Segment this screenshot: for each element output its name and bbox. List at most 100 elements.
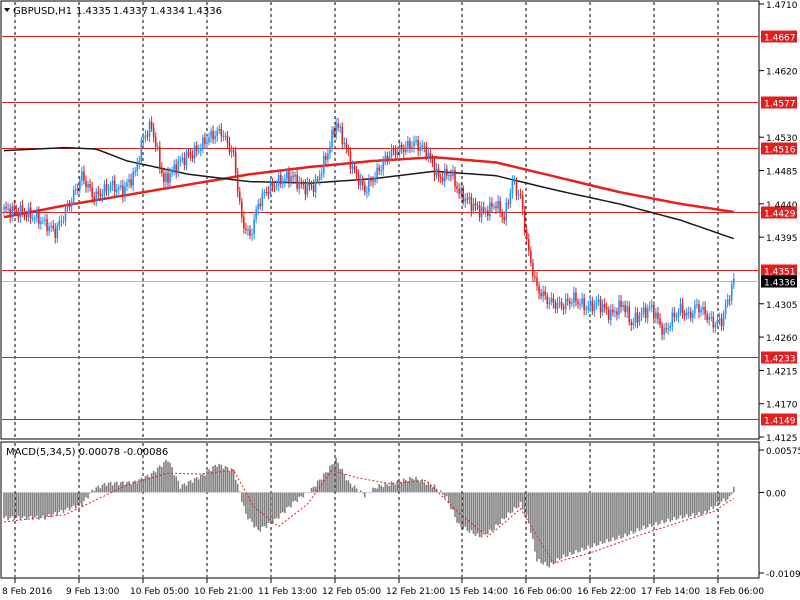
candle-body [558,302,561,304]
macd-bar [273,492,276,519]
candle-body [269,181,272,194]
candle-body [462,187,464,203]
macd-bar [148,477,151,493]
macd-bar [241,492,243,503]
symbol-dropdown-icon[interactable] [4,8,10,12]
candle-body [54,228,57,238]
macd-bar [113,482,116,493]
time-label: 9 Feb 13:00 [66,587,120,597]
macd-bar [417,479,419,493]
macd-bar [286,492,288,508]
candle-body [58,221,61,226]
candle-body [532,262,534,277]
macd-bar [48,492,50,515]
macd-bar [712,492,715,509]
candle-body [493,206,495,208]
macd-bar [603,492,606,543]
macd-bar [542,492,544,565]
macd-bar [136,483,139,493]
candle-body [470,196,473,211]
price-tick-label: 1.4170 [766,401,798,411]
candle-body [238,191,241,202]
candle-body [620,300,622,307]
candle-body [614,311,616,313]
candle-body [564,299,567,310]
candle-body [9,208,11,218]
macd-bar [663,492,665,524]
macd-bar [72,492,75,506]
candle-body [396,152,399,156]
price-tick-label: 1.4440 [766,201,798,211]
candle-body [302,184,305,186]
macd-bar [177,480,180,493]
macd-bar [189,480,192,493]
candle-body [644,307,647,318]
candle-body [146,135,149,137]
candle-body [368,179,370,192]
macd-bar [175,476,177,493]
macd-bar [245,492,247,514]
candle-body [333,130,335,135]
candle-body [44,219,46,221]
candle-body [210,130,212,138]
macd-bar [169,462,171,493]
macd-bar [238,491,241,493]
candle-body [120,185,122,188]
macd-bar [253,492,255,528]
macd-bar [630,492,633,531]
candle-body [300,181,303,185]
price-panel[interactable]: GBPUSD,H1 1.4335 1.4337 1.4334 1.4336 [0,0,760,440]
candle-body [294,174,296,177]
candle-body [261,193,264,206]
macd-bar [271,492,274,524]
macd-bar [548,492,551,568]
macd-bar [3,492,5,519]
candle-body [25,214,28,217]
candle-body [482,207,485,212]
macd-bar [554,492,557,564]
macd-bar [575,492,577,550]
candle-body [603,304,606,308]
time-label: 12 Feb 21:00 [386,587,445,597]
candle-body [103,184,106,194]
macd-bar [36,492,38,516]
candle-body [247,229,249,231]
macd-histogram [3,457,735,568]
candle-body [433,163,436,176]
candle-body [519,194,522,196]
candle-body [212,130,214,140]
macd-bar [634,492,637,533]
macd-bar [599,492,602,542]
candle-body [351,166,354,169]
macd-bar [622,492,624,538]
candle-body [540,293,542,297]
macd-bar [607,492,610,543]
candle-body [265,192,268,194]
level-tag [761,30,797,43]
candle-body [497,200,499,209]
candle-body [398,144,401,153]
candle-body [437,168,440,177]
macd-bar [150,473,153,493]
macd-bar [214,464,216,493]
macd-bar [560,492,563,559]
macd-bar [673,492,676,518]
candle-body [380,170,382,172]
level-tag-label: 1.4667 [764,34,796,44]
macd-bar [355,488,358,493]
candle-body [394,149,397,156]
candle-body [675,316,678,318]
price-tick-label: 1.4710 [766,1,798,11]
macd-bar [146,474,149,493]
candle-body [126,182,128,187]
macd-bar [154,472,157,493]
macd-bar [534,492,536,552]
time-label: 16 Feb 06:00 [513,587,572,597]
candle-body [29,207,32,219]
macd-bar [79,492,81,504]
candle-body [134,171,136,173]
macd-panel[interactable]: MACD(5,34,5) 0.00078 -0.00086 [0,441,760,579]
candle-body [521,195,524,210]
macd-bar [60,492,63,510]
